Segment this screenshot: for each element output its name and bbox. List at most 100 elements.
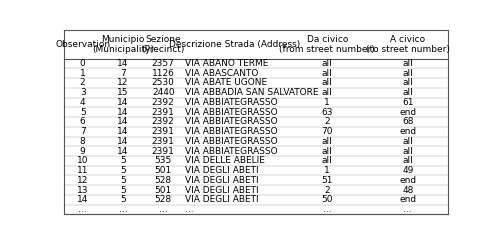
Text: 2392: 2392 <box>152 98 174 107</box>
Text: all: all <box>322 78 332 87</box>
Text: ...: ... <box>78 205 87 214</box>
Text: 14: 14 <box>118 117 128 126</box>
Text: 51: 51 <box>322 176 333 185</box>
Text: 1: 1 <box>324 166 330 175</box>
Text: 14: 14 <box>118 98 128 107</box>
Text: VIA ABBIATEGRASSO: VIA ABBIATEGRASSO <box>184 117 277 126</box>
Text: end: end <box>399 108 416 117</box>
Text: 6: 6 <box>80 117 86 126</box>
Text: all: all <box>402 147 413 156</box>
Text: VIA ABBADIA SAN SALVATORE: VIA ABBADIA SAN SALVATORE <box>184 88 318 97</box>
Text: 13: 13 <box>77 186 88 195</box>
Text: 528: 528 <box>154 176 172 185</box>
Text: 14: 14 <box>118 59 128 68</box>
Text: all: all <box>402 69 413 78</box>
Text: 9: 9 <box>80 147 86 156</box>
Text: 5: 5 <box>120 176 126 185</box>
Text: 50: 50 <box>322 195 333 204</box>
Text: 1126: 1126 <box>152 69 174 78</box>
Text: 5: 5 <box>120 156 126 165</box>
Text: VIA ABBIATEGRASSO: VIA ABBIATEGRASSO <box>184 108 277 117</box>
Text: 12: 12 <box>77 176 88 185</box>
Text: VIA ABATE UGONE: VIA ABATE UGONE <box>184 78 266 87</box>
Text: 2392: 2392 <box>152 117 174 126</box>
Text: 14: 14 <box>118 127 128 136</box>
Text: 70: 70 <box>322 127 333 136</box>
Text: 535: 535 <box>154 156 172 165</box>
Text: 68: 68 <box>402 117 413 126</box>
Text: end: end <box>399 176 416 185</box>
Text: 7: 7 <box>120 69 126 78</box>
Text: Municipio
(Municipality): Municipio (Municipality) <box>92 35 154 54</box>
Text: 14: 14 <box>118 147 128 156</box>
Text: 528: 528 <box>154 195 172 204</box>
Text: 5: 5 <box>120 186 126 195</box>
Text: 14: 14 <box>77 195 88 204</box>
Text: 7: 7 <box>80 127 86 136</box>
Text: all: all <box>402 88 413 97</box>
Text: 2391: 2391 <box>152 127 174 136</box>
Text: 501: 501 <box>154 166 172 175</box>
Text: 14: 14 <box>118 108 128 117</box>
Text: VIA DELLE ABELIE: VIA DELLE ABELIE <box>184 156 264 165</box>
Text: all: all <box>402 59 413 68</box>
Text: ...: ... <box>323 205 332 214</box>
Text: VIA DEGLI ABETI: VIA DEGLI ABETI <box>184 186 258 195</box>
Text: 8: 8 <box>80 137 86 146</box>
Text: ...: ... <box>184 205 193 214</box>
Text: all: all <box>402 156 413 165</box>
Text: all: all <box>322 59 332 68</box>
Text: VIA DEGLI ABETI: VIA DEGLI ABETI <box>184 195 258 204</box>
Text: end: end <box>399 127 416 136</box>
Text: 5: 5 <box>120 195 126 204</box>
Text: 4: 4 <box>80 98 86 107</box>
Text: all: all <box>322 88 332 97</box>
Text: 2: 2 <box>324 117 330 126</box>
Text: 15: 15 <box>117 88 128 97</box>
Text: 1: 1 <box>324 98 330 107</box>
Text: all: all <box>322 69 332 78</box>
Text: VIA ABASCANTO: VIA ABASCANTO <box>184 69 258 78</box>
Text: Sezione
(Precinct): Sezione (Precinct) <box>142 35 185 54</box>
Text: 1: 1 <box>80 69 86 78</box>
Text: 3: 3 <box>80 88 86 97</box>
Text: VIA DEGLI ABETI: VIA DEGLI ABETI <box>184 166 258 175</box>
Text: all: all <box>322 137 332 146</box>
Text: 2391: 2391 <box>152 108 174 117</box>
Text: VIA DEGLI ABETI: VIA DEGLI ABETI <box>184 176 258 185</box>
Text: 2357: 2357 <box>152 59 174 68</box>
Text: Descrizione Strada (Address): Descrizione Strada (Address) <box>168 40 300 49</box>
Text: 5: 5 <box>80 108 86 117</box>
Text: 11: 11 <box>77 166 88 175</box>
Text: VIA ABBIATEGRASSO: VIA ABBIATEGRASSO <box>184 127 277 136</box>
Text: all: all <box>322 147 332 156</box>
Text: Da civico
(from street number): Da civico (from street number) <box>280 35 375 54</box>
Text: 12: 12 <box>118 78 128 87</box>
Text: ...: ... <box>118 205 128 214</box>
Text: 2: 2 <box>80 78 86 87</box>
Text: Observation: Observation <box>55 40 110 49</box>
Text: ...: ... <box>404 205 412 214</box>
Text: 501: 501 <box>154 186 172 195</box>
Text: all: all <box>402 78 413 87</box>
Text: 48: 48 <box>402 186 413 195</box>
Text: 63: 63 <box>322 108 333 117</box>
Text: 2530: 2530 <box>152 78 174 87</box>
Text: 49: 49 <box>402 166 413 175</box>
Text: 2: 2 <box>324 186 330 195</box>
Text: VIA ABBIATEGRASSO: VIA ABBIATEGRASSO <box>184 147 277 156</box>
Text: 5: 5 <box>120 166 126 175</box>
Text: 61: 61 <box>402 98 413 107</box>
Text: 2440: 2440 <box>152 88 174 97</box>
Text: 2391: 2391 <box>152 147 174 156</box>
Text: all: all <box>322 156 332 165</box>
Text: A civico
(to street number): A civico (to street number) <box>366 35 450 54</box>
Text: 2391: 2391 <box>152 137 174 146</box>
Text: VIA ABBIATEGRASSO: VIA ABBIATEGRASSO <box>184 137 277 146</box>
Text: end: end <box>399 195 416 204</box>
Text: 0: 0 <box>80 59 86 68</box>
Text: all: all <box>402 137 413 146</box>
Text: 10: 10 <box>77 156 88 165</box>
Text: VIA ABANO TERME: VIA ABANO TERME <box>184 59 268 68</box>
Text: ...: ... <box>159 205 168 214</box>
